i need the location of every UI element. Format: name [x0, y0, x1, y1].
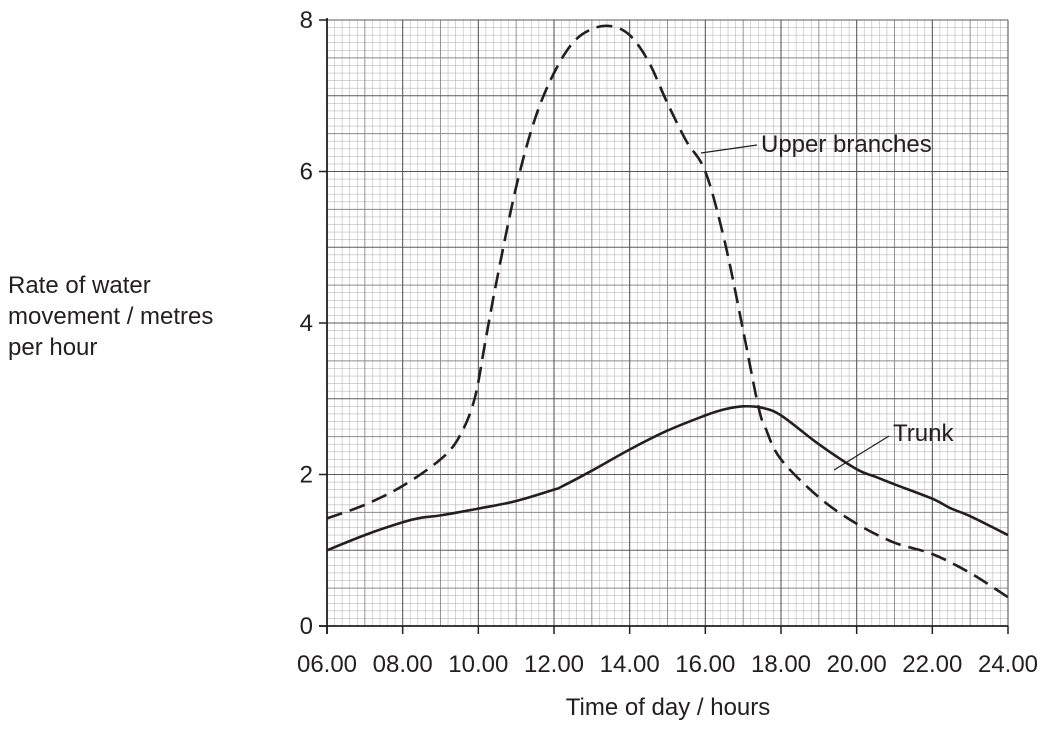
- x-tick-label: 24.00: [978, 651, 1038, 678]
- x-tick-label: 06.00: [297, 651, 357, 678]
- y-tick-label: 4: [300, 310, 313, 337]
- series-upper-branches-line: [326, 24, 1009, 599]
- y-axis-label-line-2: movement / metres: [8, 303, 214, 330]
- y-tick-label: 6: [300, 159, 313, 186]
- x-tick-label: 08.00: [373, 651, 433, 678]
- x-tick-label: 12.00: [524, 651, 584, 678]
- y-axis-label-line-3: per hour: [8, 334, 98, 361]
- x-tick-label: 18.00: [751, 651, 811, 678]
- x-tick-label: 10.00: [448, 651, 508, 678]
- annotation-leader-line: [833, 435, 890, 471]
- x-axis-label: Time of day / hours: [565, 694, 771, 721]
- tick-labels: 0 2 4 6 8 06.00 08.00 10.00 12.00 14.00 16.00 18.00…: [297, 7, 1038, 678]
- annotation-leader-line: [700, 144, 758, 154]
- y-tick-label: 2: [300, 462, 313, 489]
- x-tick-label: 14.00: [600, 651, 660, 678]
- annotations: Upper branches Trunk: [700, 131, 954, 471]
- y-axis-label-line-1: Rate of water: [8, 272, 151, 299]
- y-tick-label: 0: [300, 613, 313, 640]
- x-tick-label: 22.00: [902, 651, 962, 678]
- series-trunk-line: [326, 404, 1009, 552]
- y-tick-label: 8: [300, 7, 313, 34]
- x-tick-label: 20.00: [827, 651, 887, 678]
- annotation-label: Trunk: [893, 420, 954, 447]
- x-tick-label: 16.00: [675, 651, 735, 678]
- axes: [319, 18, 1009, 634]
- data-series: [326, 24, 1009, 599]
- annotation-label: Upper branches: [761, 131, 932, 158]
